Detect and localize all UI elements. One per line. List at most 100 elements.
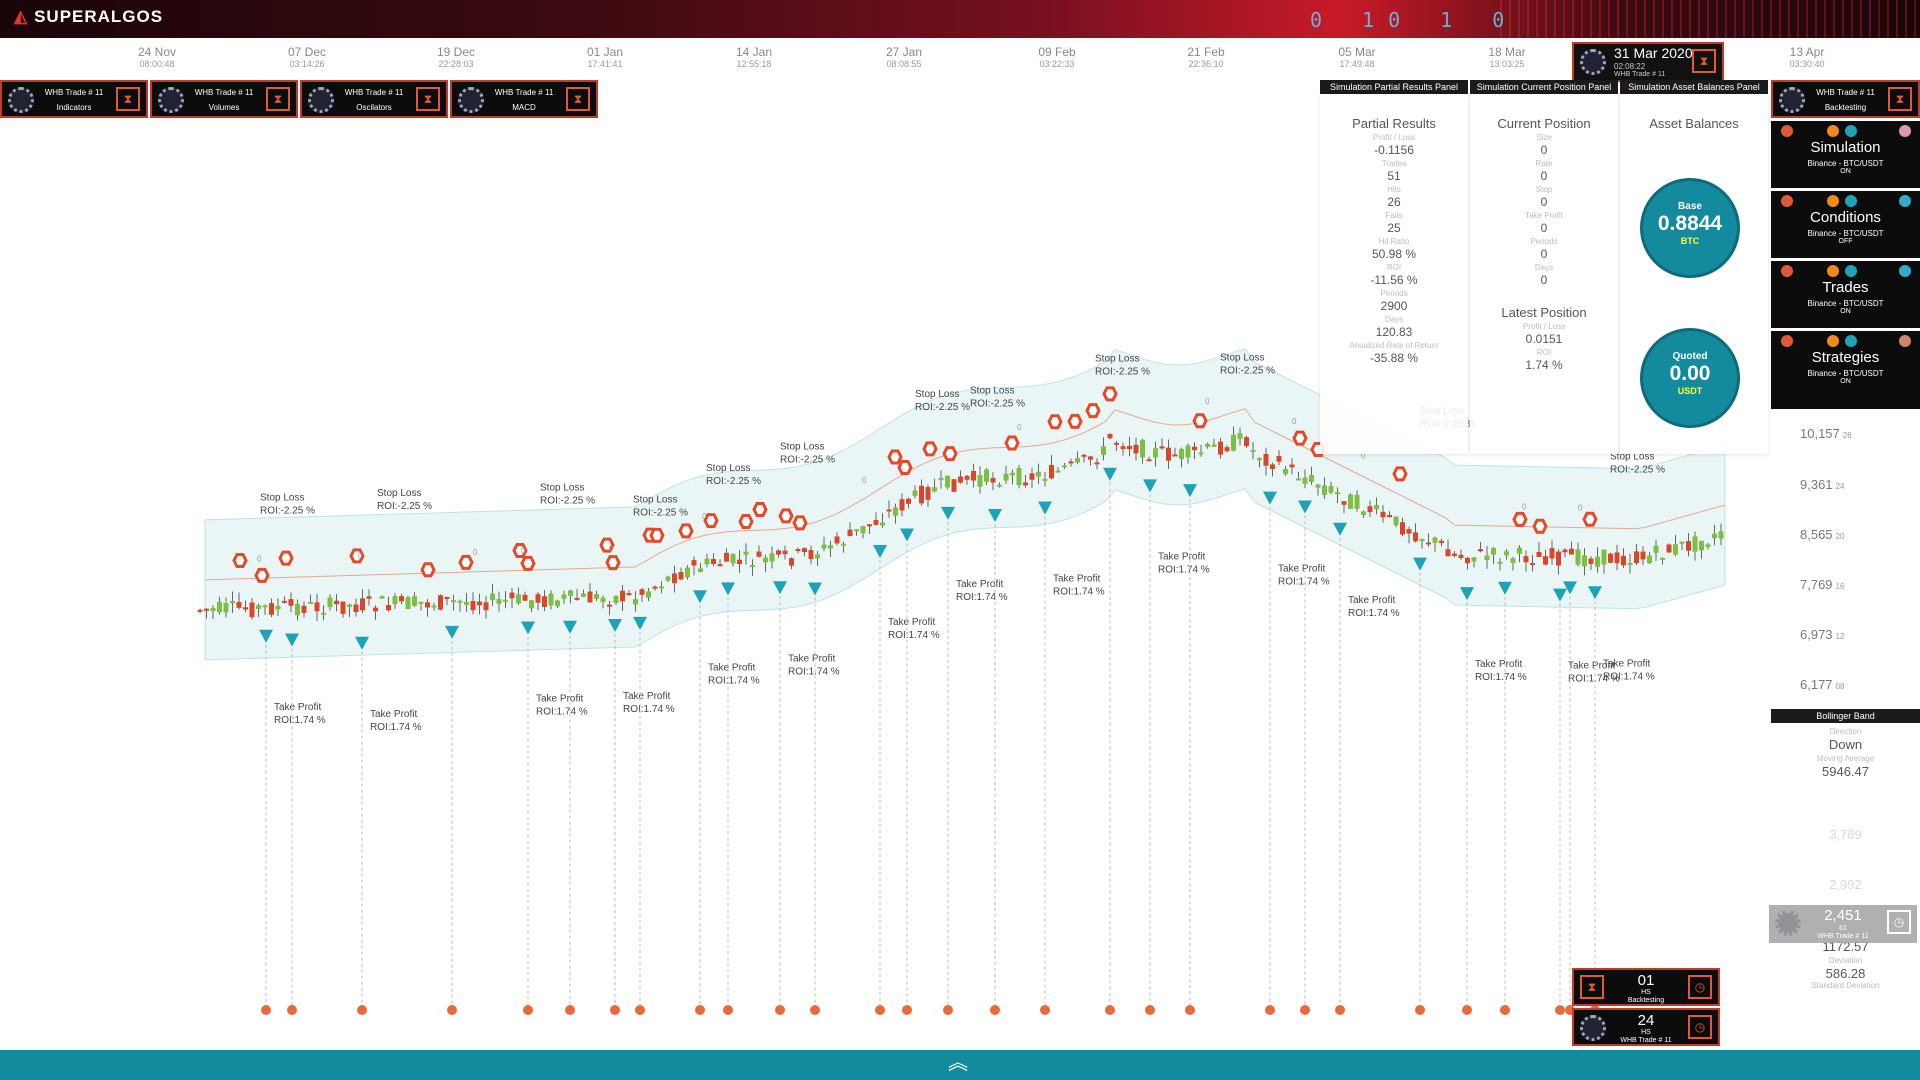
candle-body [1517,547,1522,554]
stat-value: Down [1828,737,1863,752]
stat-value: -35.88 % [1369,351,1419,365]
take-profit-label: Take Profit [370,709,417,720]
position-end-marker [990,1005,1000,1015]
bollinger-band-panel[interactable]: Bollinger Band Direction Down Moving Aver… [1771,709,1920,999]
asset-balances-header[interactable]: Simulation Asset Balances Panel [1620,80,1768,94]
partial-results-header[interactable]: Simulation Partial Results Panel [1320,80,1468,94]
bollinger-header: Bollinger Band [1771,709,1920,723]
hourglass-icon[interactable]: ⧗ [1888,87,1912,111]
item-status: ON [1840,308,1851,315]
stat-label: Days [1384,315,1404,324]
asset-balances-panel[interactable]: Asset Balances Base 0.8844 BTC Quoted 0.… [1620,94,1768,454]
stop-loss-marker [703,513,719,529]
stat-label: Anualized Rate of Return [1349,341,1439,350]
stat-label: Hit Ratio [1378,237,1410,246]
time-frame-value: 2,451 [1824,907,1862,924]
hourglass-icon[interactable]: ⧗ [416,87,440,111]
stop-loss-roi: ROI:-2.25 % [1095,366,1150,377]
side-item-simulation[interactable]: Simulation Binance - BTC/USDT ON [1771,121,1920,188]
stat-label: Rate [1535,159,1553,168]
gear-icon[interactable] [158,87,184,113]
candle-body [912,490,918,496]
chevron-up-icon[interactable]: ︽ [948,1052,968,1074]
candle-body [204,608,209,611]
stat-value: 0.0151 [1525,332,1563,346]
side-item-conditions[interactable]: Conditions Binance - BTC/USDT OFF [1771,191,1920,258]
stopwatch-icon[interactable]: ◷ [1688,975,1712,999]
trade-timeframe-panel[interactable]: ◷ 24 HS WHB Trade # 11 [1572,1008,1720,1046]
gear-icon[interactable] [1779,87,1805,113]
candle-body [821,544,827,549]
layer-panel-indicators[interactable]: WHB Trade # 11 Indicators ⧗ [0,80,148,118]
candle-body [633,599,638,605]
take-profit-label: Take Profit [788,653,835,664]
superalgos-logo[interactable]: ◭ SUPERALGOS [14,7,163,27]
take-profit-roi: ROI:1.74 % [370,722,422,733]
candle-body [1289,464,1295,468]
candle-body [782,550,788,555]
take-profit-marker [521,621,535,635]
layer-panel-oscilators[interactable]: WHB Trade # 11 Oscilators ⧗ [300,80,448,118]
partial-results-panel[interactable]: Partial Results Profit / Loss -0.1156 Tra… [1320,94,1468,454]
candle-body [1582,555,1587,567]
position-end-marker [610,1005,620,1015]
candle-body [808,550,814,560]
hourglass-icon[interactable]: ⧗ [116,87,140,111]
candle-body [1406,529,1412,534]
candle-body [399,596,404,602]
candle-body [1205,443,1210,447]
tick-time: 08:00:48 [139,59,175,69]
stop-loss-marker [1512,511,1528,527]
stopwatch-icon[interactable]: ◷ [1887,910,1911,934]
gear-icon[interactable] [458,87,484,113]
current-position-header[interactable]: Simulation Current Position Panel [1470,80,1618,94]
stat-label: Fails [1385,211,1403,220]
bottom-bar[interactable]: ︽ [0,1050,1920,1080]
layer-panel-volumes[interactable]: WHB Trade # 11 Volumes ⧗ [150,80,298,118]
take-profit-label: Take Profit [1158,551,1205,562]
gear-icon[interactable] [1580,1015,1606,1041]
hourglass-icon[interactable]: ⧗ [566,87,590,111]
stat-label: ROI [1536,348,1552,357]
hourglass-icon[interactable]: ⧗ [1580,975,1604,999]
gear-icon[interactable] [8,87,34,113]
hourglass-icon[interactable]: ⧗ [266,87,290,111]
side-item-strategies[interactable]: Strategies Binance - BTC/USDT ON [1771,331,1920,409]
current-position-panel[interactable]: Current Position Size 0 Rate 0 Stop 0 Take … [1470,94,1618,454]
backtesting-session-panel[interactable]: ⧗ WHB Trade # 11 Backtesting [1771,80,1920,118]
stop-loss-label: Stop Loss [780,441,824,452]
selected-datetime-panel[interactable]: ⧗ 31 Mar 2020 02:08:22 WHB Trade # 11 [1572,42,1724,82]
candle-body [1062,465,1067,468]
item-market: Binance - BTC/USDT [1807,299,1884,308]
stopwatch-icon[interactable]: ◷ [1688,1015,1712,1039]
layer-panel-macd[interactable]: WHB Trade # 11 MACD ⧗ [450,80,598,118]
candle-body [490,593,495,601]
take-profit-roi: ROI:1.74 % [1568,674,1620,685]
time-frame-panel[interactable]: ◷ 2,451 61 WHB Trade # 11 [1769,905,1917,943]
candle-body [698,568,703,573]
side-item-trades[interactable]: Trades Binance - BTC/USDT ON [1771,261,1920,328]
candle-body [717,564,723,567]
price-sub: 28 [1842,431,1852,440]
gear-icon[interactable] [1580,49,1606,75]
candle-body [431,605,437,608]
candle-body [360,598,365,611]
gear-icon[interactable] [308,87,334,113]
hourglass-icon[interactable]: ⧗ [1692,49,1716,73]
status-icons [1781,195,1911,209]
candle-body [893,507,898,516]
candle-body [1556,551,1561,566]
gear-icon[interactable] [1775,910,1801,936]
stop-loss-marker [887,449,903,465]
candle-body [217,601,222,613]
candle-body [1653,545,1659,553]
position-end-marker [902,1005,912,1015]
backtesting-timeframe-panel[interactable]: ⧗ ◷ 01 HS Backtesting [1572,968,1720,1006]
zero-label: 0 [862,476,867,485]
base-label: Base [1678,201,1702,212]
stop-loss-roi: ROI:-2.25 % [260,506,315,517]
candle-body [327,597,333,608]
timeline-tick: 14 Jan 12:55:18 [709,45,799,69]
stat-label: Take Profit [1525,211,1563,220]
candle-body [1283,469,1288,475]
